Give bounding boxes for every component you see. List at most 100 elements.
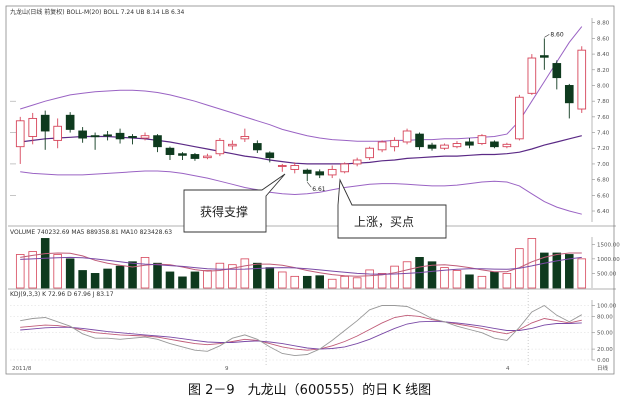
candle-down — [78, 130, 87, 139]
volume-bar-up — [502, 273, 512, 289]
candle-up — [390, 139, 399, 148]
volume-bar-up — [228, 264, 237, 289]
candle-up — [215, 139, 225, 155]
candle-down — [40, 114, 50, 132]
volume-bar-down — [565, 254, 574, 289]
volume-tick-label: 1500.00 — [597, 242, 620, 248]
volume-header: VOLUME 740232.69 MA5 889358.81 MA10 8234… — [10, 229, 172, 236]
candle-down — [65, 114, 75, 130]
candle-up — [290, 165, 300, 170]
candle-up — [515, 96, 524, 140]
volume-bar-up — [327, 278, 337, 289]
kdj-k-line — [20, 314, 582, 351]
candle-up — [452, 143, 462, 148]
price-header: 九龙山(日线 前复权) BOLL-M(20) BOLL 7.24 UB 8.14… — [10, 8, 185, 16]
chart-frame — [5, 5, 615, 375]
candle-up — [340, 163, 349, 173]
volume-bar-down — [315, 275, 324, 289]
volume-tick-label: 1000.00 — [597, 257, 620, 263]
candle-down — [302, 169, 312, 174]
volume-ma5-line — [20, 252, 582, 277]
callout-rise: 上涨，买点 — [337, 178, 447, 239]
candle-up — [28, 117, 38, 137]
candle-up — [228, 143, 237, 147]
price-tick-label: 8.00 — [597, 83, 610, 89]
price-tick-label: 7.00 — [597, 162, 610, 168]
kdj-d-line — [20, 320, 582, 350]
price-tick-label: 7.20 — [597, 146, 610, 152]
candle-up — [502, 143, 512, 148]
price-tick-label: 7.40 — [597, 131, 610, 137]
volume-bar-down — [153, 262, 162, 289]
volume-bar-down — [540, 252, 549, 289]
candle-up — [377, 141, 387, 151]
candle-down — [128, 136, 137, 138]
candle-up — [527, 57, 537, 94]
candle-up — [240, 136, 250, 140]
volume-bar-up — [440, 267, 449, 289]
price-tick-label: 8.20 — [597, 68, 610, 74]
volume-bar-down — [490, 271, 499, 289]
price-tick-label: 8.80 — [597, 21, 610, 27]
price-tick-label: 6.80 — [597, 178, 610, 184]
volume-bar-up — [340, 275, 349, 289]
kdj-tick-label: 20.00 — [597, 347, 613, 353]
volume-bar-down — [40, 238, 50, 289]
candle-up — [365, 147, 374, 159]
candle-up — [203, 155, 212, 159]
callout-support-box — [183, 173, 286, 233]
candle-down — [190, 154, 200, 159]
volume-bar-down — [115, 265, 125, 289]
candle-down — [165, 147, 175, 155]
candle-up — [477, 135, 487, 144]
candle-up — [352, 159, 362, 165]
volume-bar-down — [178, 276, 187, 289]
callout-support: 获得支撑 — [183, 173, 286, 233]
price-tick-label: 8.40 — [597, 52, 610, 58]
volume-bar-down — [265, 267, 275, 289]
candle-up — [402, 130, 412, 143]
candle-down — [540, 55, 549, 58]
kdj-j-line — [20, 304, 583, 357]
kdj-tick-label: 50.00 — [597, 331, 613, 337]
volume-bar-down — [465, 274, 474, 289]
candle-up — [327, 168, 337, 176]
candle-down — [552, 63, 562, 79]
boll-lower-line — [20, 170, 582, 215]
volume-bar-up — [203, 270, 212, 289]
volume-bar-down — [552, 252, 562, 289]
volume-bar-up — [452, 270, 462, 289]
candle-up — [140, 135, 150, 139]
volume-bar-up — [402, 261, 412, 289]
volume-tick-label: 500.00 — [597, 271, 617, 277]
candle-up — [277, 165, 287, 167]
volume-bar-down — [427, 261, 437, 289]
volume-bar-up — [28, 251, 37, 289]
candle-down — [315, 171, 325, 176]
volume-bar-down — [190, 271, 200, 289]
volume-bar-up — [140, 256, 150, 289]
volume-panel: 1500.00 1000.00 500.00 — [8, 237, 620, 290]
high-price-label: 8.60 — [550, 31, 564, 38]
price-tick-label: 6.60 — [597, 193, 610, 199]
volume-bar-up — [365, 269, 374, 289]
price-tick-label: 7.60 — [597, 115, 610, 121]
price-panel: 8.80 8.60 8.40 8.20 8.00 7.80 7.60 7.40 7.20 7.00… — [8, 18, 616, 227]
kdj-header: KDJ(9,3,3) K 72.96 D 67.96 J 83.17 — [10, 291, 114, 298]
figure-caption: 图 2－9 九龙山（600555）的日 K 线图 — [188, 382, 431, 398]
price-tick-label: 6.40 — [597, 209, 610, 215]
volume-bar-up — [352, 277, 362, 289]
candle-down — [415, 133, 424, 148]
candle-down — [153, 135, 162, 148]
kdj-tick-label: 80.00 — [597, 314, 613, 320]
volume-bar-up — [390, 265, 399, 289]
volume-bar-up — [278, 271, 287, 289]
volume-bar-up — [477, 275, 487, 289]
volume-bar-down — [65, 258, 75, 289]
volume-bar-down — [253, 262, 262, 289]
candle-up — [53, 125, 62, 141]
volume-bar-down — [165, 271, 175, 289]
volume-bar-down — [103, 268, 112, 289]
callout-rise-text: 上涨，买点 — [354, 214, 414, 229]
